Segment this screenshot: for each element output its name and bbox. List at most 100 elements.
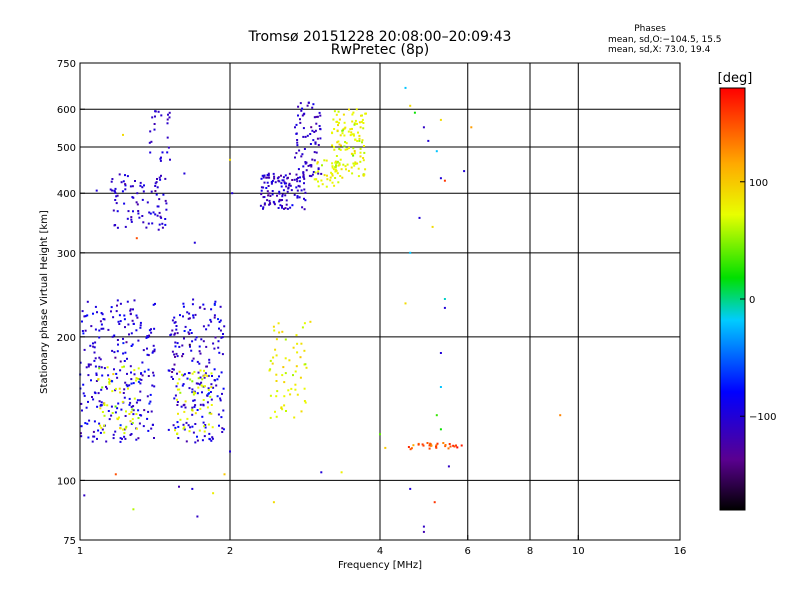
data-point (161, 222, 164, 225)
data-point (136, 316, 139, 319)
data-point (88, 419, 91, 422)
data-point (117, 343, 119, 346)
data-point (122, 352, 125, 355)
data-point (93, 359, 96, 362)
data-point (281, 330, 284, 333)
data-point (119, 424, 122, 427)
data-point (176, 432, 179, 435)
data-point (358, 134, 361, 137)
data-point (122, 337, 124, 340)
data-point (422, 525, 425, 528)
data-point (137, 212, 140, 215)
data-point (81, 409, 83, 412)
data-point (272, 501, 275, 504)
data-point (443, 298, 446, 300)
data-point (433, 501, 436, 504)
x-axis-label: Frequency [MHz] (338, 560, 422, 571)
data-point (101, 428, 104, 431)
data-point (135, 438, 138, 441)
data-point (99, 431, 102, 434)
data-point (94, 392, 97, 395)
data-point (208, 432, 211, 435)
data-point (158, 223, 161, 226)
data-point (208, 358, 211, 361)
data-point (138, 378, 141, 381)
data-point (439, 352, 442, 354)
data-point (216, 378, 219, 381)
data-point (124, 415, 127, 417)
data-point (260, 193, 263, 196)
data-point (174, 394, 177, 397)
data-point (221, 427, 224, 430)
data-point (307, 101, 310, 104)
data-point (421, 443, 424, 446)
data-point (363, 145, 365, 147)
data-point (301, 153, 304, 156)
data-point (174, 355, 176, 358)
data-point (98, 336, 101, 339)
data-point (331, 165, 334, 168)
data-point (135, 237, 138, 240)
data-point (108, 418, 111, 421)
data-point (345, 168, 347, 171)
data-point (146, 417, 149, 420)
data-point (129, 365, 132, 368)
data-point (210, 404, 213, 406)
data-point (315, 151, 318, 154)
data-point (127, 387, 129, 390)
data-point (81, 310, 84, 313)
data-point (132, 308, 134, 311)
data-point (183, 337, 185, 340)
data-point (305, 161, 308, 164)
data-point (207, 389, 210, 391)
data-point (111, 380, 114, 383)
data-point (283, 404, 286, 407)
data-point (202, 303, 205, 306)
data-point (316, 137, 319, 140)
data-point (269, 368, 272, 371)
data-point (166, 151, 169, 154)
data-point (130, 411, 133, 414)
data-point (207, 423, 210, 426)
data-point (292, 346, 295, 349)
data-point (280, 182, 283, 185)
data-point (137, 380, 140, 383)
data-point (183, 410, 186, 413)
stats-line-x: mean, sd,X: 73.0, 19.4 (608, 45, 711, 55)
data-point (199, 383, 201, 386)
data-point (139, 390, 142, 393)
data-point (281, 205, 283, 207)
data-point (154, 115, 156, 118)
data-point (111, 335, 114, 338)
data-point (331, 174, 334, 177)
data-point (431, 225, 434, 228)
data-point (197, 377, 200, 380)
data-point (188, 312, 191, 315)
data-point (103, 367, 106, 370)
data-point (191, 391, 194, 394)
data-point (128, 403, 131, 406)
data-point (219, 319, 222, 322)
data-point (417, 443, 420, 446)
data-point (152, 344, 155, 347)
data-point (190, 408, 193, 411)
data-point (276, 390, 279, 393)
data-point (338, 148, 341, 150)
data-point (188, 317, 191, 320)
data-point (404, 86, 407, 89)
data-point (273, 203, 276, 206)
data-point (297, 114, 299, 117)
data-point (200, 338, 203, 341)
data-point (174, 332, 176, 335)
data-point (361, 139, 364, 142)
data-point (141, 215, 144, 217)
data-point (333, 184, 336, 187)
data-point (317, 180, 319, 183)
data-point (211, 437, 214, 440)
data-point (120, 181, 123, 184)
data-point (194, 392, 196, 395)
data-point (166, 118, 169, 121)
data-point (348, 108, 350, 111)
data-point (150, 410, 153, 413)
data-point (116, 407, 119, 410)
